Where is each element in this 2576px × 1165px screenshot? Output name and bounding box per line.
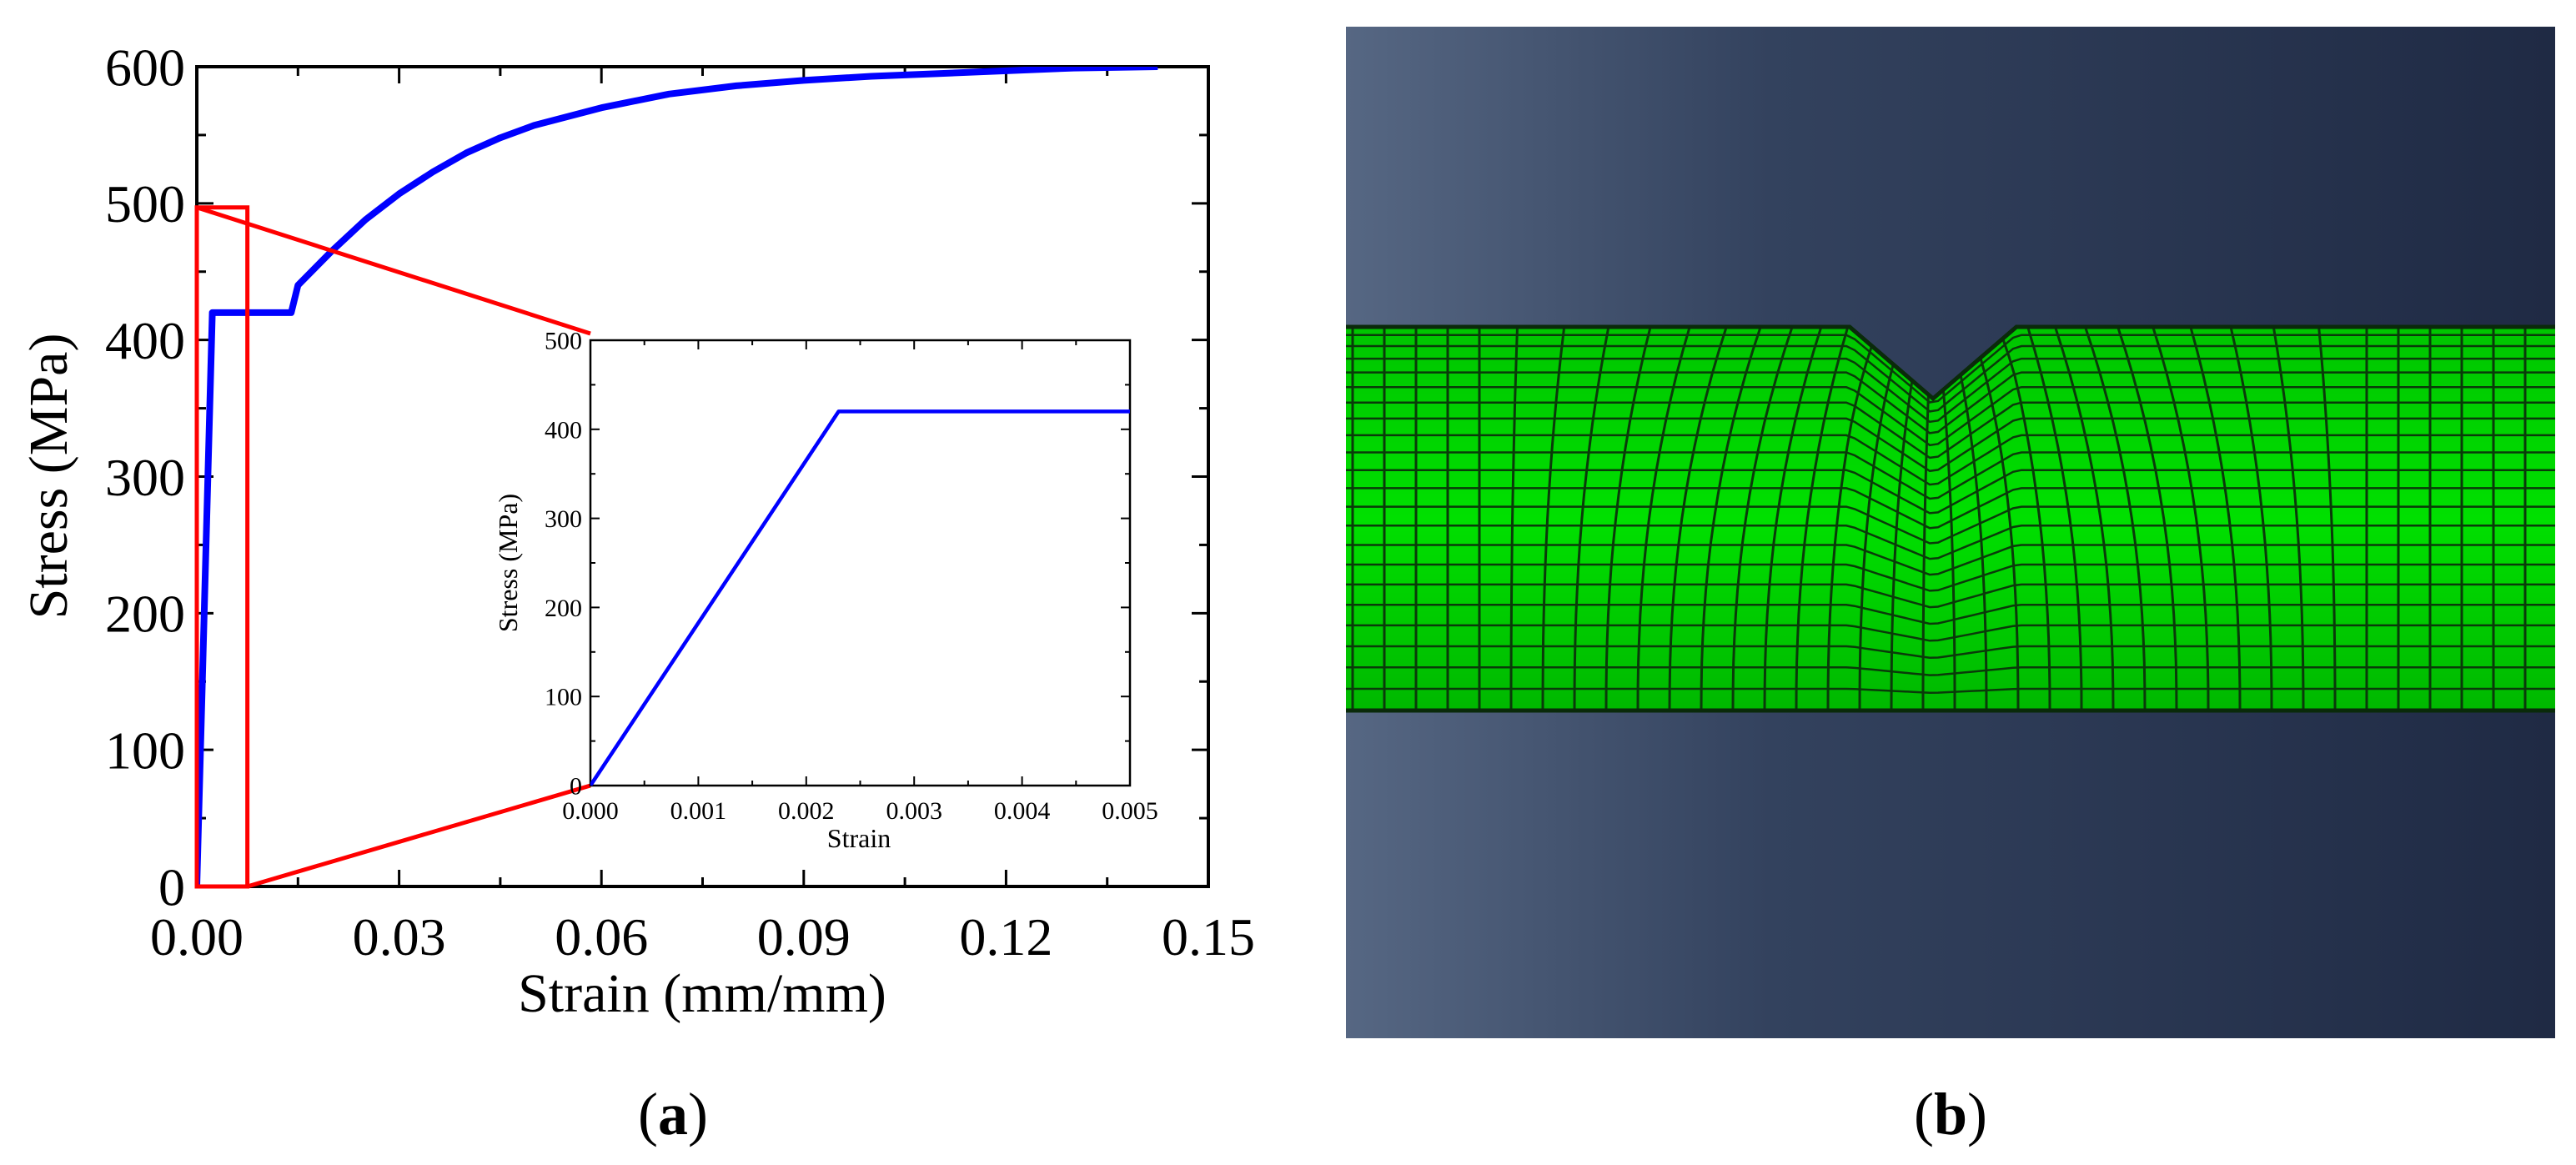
x-tick-label: 0.005 xyxy=(1102,797,1158,825)
fem-model-view xyxy=(1346,27,2555,1038)
x-tick-label: 0.001 xyxy=(670,797,727,825)
mesh-horizontal-line xyxy=(1346,583,2555,609)
panel-b-label: (b) xyxy=(1914,1081,1987,1147)
zoom-connector-bottom xyxy=(246,783,591,889)
y-tick-label: 300 xyxy=(545,505,582,533)
mesh-horizontal-line xyxy=(1346,505,2555,545)
y-tick-label: 200 xyxy=(105,585,185,644)
x-tick-label: 0.09 xyxy=(757,907,851,967)
y-tick-label: 200 xyxy=(545,595,582,622)
mesh-horizontal-line xyxy=(1346,487,2555,530)
notched-bar-mesh xyxy=(1346,324,2555,713)
y-tick-label: 300 xyxy=(105,448,185,507)
mesh-horizontal-line xyxy=(1346,417,2555,473)
x-tick-label: 0.03 xyxy=(353,907,446,967)
x-tick-label: 0.002 xyxy=(778,797,835,825)
x-tick-label: 0.06 xyxy=(555,907,648,967)
mesh-horizontal-line xyxy=(1346,371,2555,434)
mesh-horizontal-line xyxy=(1346,434,2555,486)
y-tick-label: 500 xyxy=(545,328,582,355)
zoom-region-box xyxy=(194,205,250,889)
inset-y-axis-label: Stress (MPa) xyxy=(493,494,523,632)
zoom-connector-top xyxy=(196,205,591,336)
mesh-outline xyxy=(1346,324,2555,713)
mesh-horizontal-line xyxy=(1346,334,2555,404)
main-axis-ticks xyxy=(195,65,1210,888)
y-tick-label: 400 xyxy=(105,311,185,370)
mesh-horizontal-line xyxy=(1346,666,2555,676)
mesh-horizontal-line xyxy=(1346,687,2555,694)
x-tick-label: 0.12 xyxy=(959,907,1052,967)
x-tick-label: 0.000 xyxy=(562,797,619,825)
mesh-grid-lines xyxy=(1346,326,2555,711)
mesh-horizontal-line xyxy=(1346,344,2555,413)
main-chart: 0.00 0.03 0.06 0.09 0.12 0.15 0 100 200 300 400 500… xyxy=(18,38,1255,1024)
main-axis-tick-labels: 0.00 0.03 0.06 0.09 0.12 0.15 0 100 200 300 400 500… xyxy=(105,38,1255,967)
inset-background xyxy=(590,340,1130,786)
mesh-horizontal-line xyxy=(1346,604,2555,625)
inset-stress-strain-curve xyxy=(590,409,1130,786)
mesh-horizontal-line xyxy=(1346,624,2555,642)
inset-axis-ticks xyxy=(590,339,1131,786)
mesh-horizontal-line xyxy=(1346,469,2555,515)
inset-chart: 0.000 0.001 0.002 0.003 0.004 0.005 0 100 200 300… xyxy=(493,328,1158,854)
y-tick-label: 0 xyxy=(158,857,185,916)
main-y-axis-label: Stress (MPa) xyxy=(18,334,79,620)
y-tick-label: 500 xyxy=(105,174,185,234)
y-tick-label: 400 xyxy=(545,416,582,444)
mesh-horizontal-line xyxy=(1346,563,2555,592)
mesh-horizontal-line xyxy=(1346,645,2555,660)
x-tick-label: 0.15 xyxy=(1162,907,1255,967)
panel-a-label: (a) xyxy=(638,1081,708,1147)
mesh-horizontal-line xyxy=(1346,544,2555,576)
main-x-axis-label: Strain (mm/mm) xyxy=(518,963,886,1024)
y-tick-label: 0 xyxy=(570,773,582,801)
mesh-horizontal-line xyxy=(1346,451,2555,500)
mesh-horizontal-line xyxy=(1346,385,2555,447)
y-tick-label: 100 xyxy=(105,721,185,781)
main-stress-strain-curve xyxy=(197,67,1158,886)
mesh-horizontal-line xyxy=(1346,525,2555,560)
x-tick-label: 0.003 xyxy=(886,797,942,825)
y-tick-label: 600 xyxy=(105,38,185,97)
inset-axis-tick-labels: 0.000 0.001 0.002 0.003 0.004 0.005 0 100 200 300… xyxy=(545,328,1158,826)
inset-x-axis-label: Strain xyxy=(827,823,891,853)
mesh-horizontal-line xyxy=(1346,357,2555,424)
mesh-horizontal-line xyxy=(1346,401,2555,459)
y-tick-label: 100 xyxy=(545,684,582,711)
x-tick-label: 0.00 xyxy=(150,907,244,967)
x-tick-label: 0.004 xyxy=(994,797,1051,825)
